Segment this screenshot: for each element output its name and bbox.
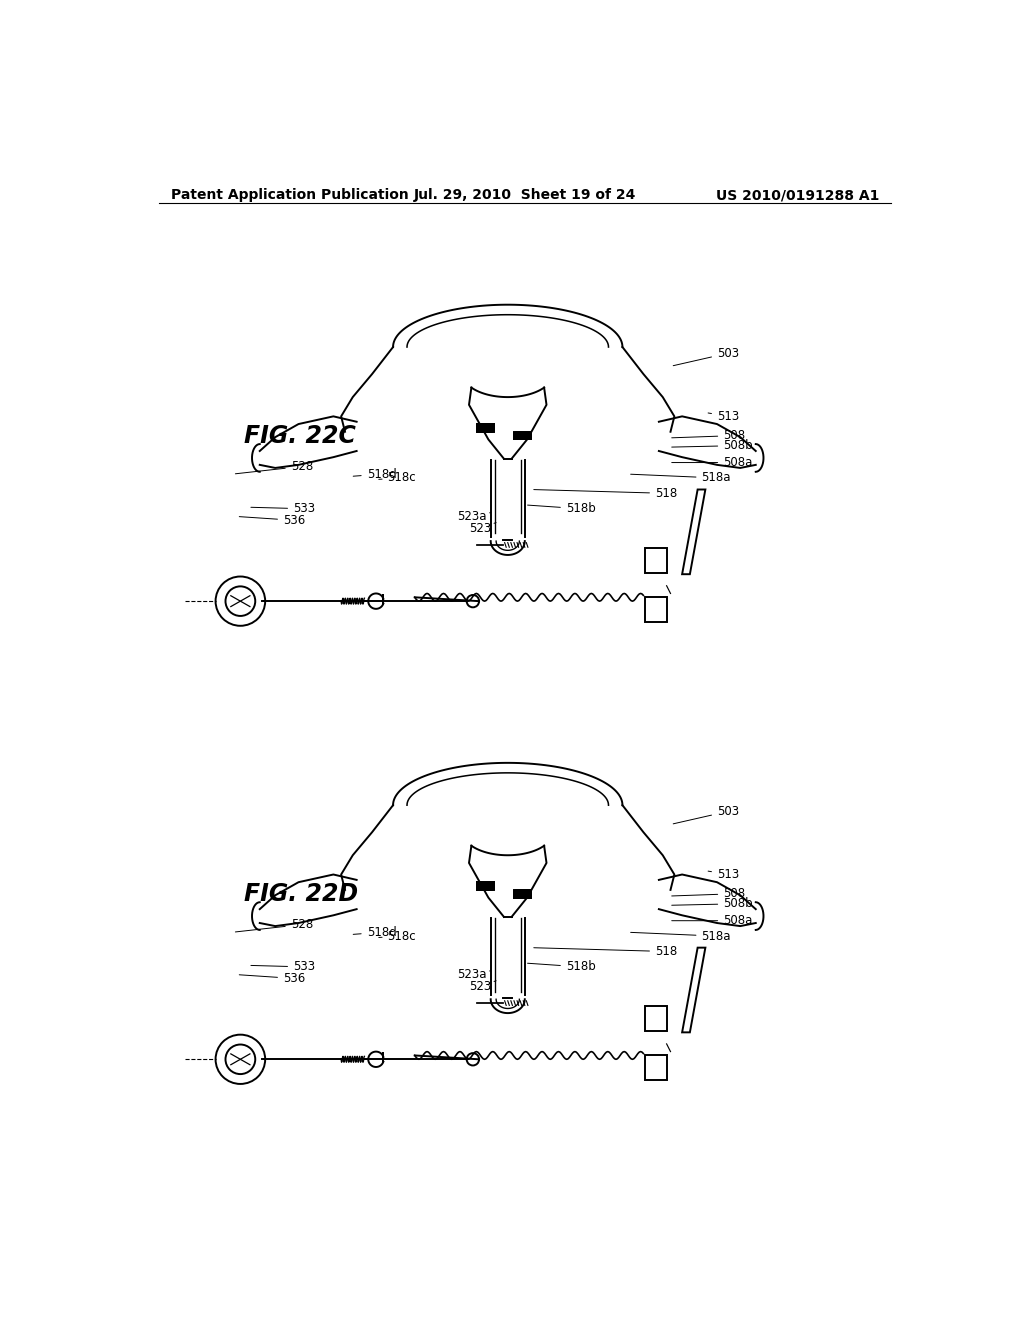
Text: 508a: 508a	[672, 455, 753, 469]
Text: 518d: 518d	[353, 925, 396, 939]
Text: US 2010/0191288 A1: US 2010/0191288 A1	[717, 189, 880, 202]
Text: 523a: 523a	[458, 968, 490, 981]
Bar	[645, 597, 667, 622]
Text: 518c: 518c	[379, 471, 416, 484]
Text: 518d: 518d	[353, 467, 396, 480]
Text: 518a: 518a	[631, 929, 731, 942]
Text: 533: 533	[251, 961, 315, 973]
Text: 503: 503	[673, 805, 739, 824]
Text: 508: 508	[672, 429, 745, 442]
Text: 533: 533	[251, 502, 315, 515]
Text: 518b: 518b	[527, 502, 596, 515]
Text: FIG. 22C: FIG. 22C	[245, 424, 356, 447]
Bar	[645, 1056, 667, 1080]
Text: 523a: 523a	[458, 510, 490, 523]
Text: Jul. 29, 2010  Sheet 19 of 24: Jul. 29, 2010 Sheet 19 of 24	[414, 189, 636, 202]
Text: 518b: 518b	[527, 961, 596, 973]
Text: 523: 523	[469, 979, 496, 993]
Text: 513: 513	[709, 869, 739, 880]
Bar	[645, 1006, 667, 1031]
Text: 518a: 518a	[631, 471, 731, 484]
Text: 508b: 508b	[672, 898, 753, 911]
Text: 536: 536	[240, 972, 305, 985]
Text: 508b: 508b	[672, 440, 753, 453]
Text: 508a: 508a	[672, 915, 753, 927]
Text: 536: 536	[240, 513, 305, 527]
Text: Patent Application Publication: Patent Application Publication	[171, 189, 409, 202]
Text: 518: 518	[534, 487, 677, 500]
Text: 518c: 518c	[379, 929, 416, 942]
Text: 508: 508	[672, 887, 745, 900]
Text: 523: 523	[469, 521, 496, 535]
Text: 528: 528	[236, 459, 313, 474]
Text: 518: 518	[534, 945, 677, 958]
Text: 503: 503	[673, 347, 739, 366]
Text: 513: 513	[709, 409, 739, 422]
Text: 528: 528	[236, 917, 313, 932]
Bar	[645, 548, 667, 573]
Text: FIG. 22D: FIG. 22D	[245, 882, 358, 906]
